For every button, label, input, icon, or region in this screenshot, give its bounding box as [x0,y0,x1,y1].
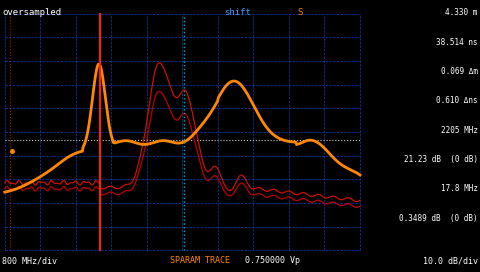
Text: SPARAM TRACE: SPARAM TRACE [170,256,230,265]
Text: 0.610 Δns: 0.610 Δns [436,96,478,105]
Text: 0.3489 dB  (0 dB): 0.3489 dB (0 dB) [399,214,478,223]
Text: 21.23 dB  (0 dB): 21.23 dB (0 dB) [404,155,478,164]
Text: 0.750000 Vp: 0.750000 Vp [245,256,300,265]
Text: 0.069 Δm: 0.069 Δm [441,67,478,76]
Text: 38.514 ns: 38.514 ns [436,38,478,47]
Text: 17.8 MHz: 17.8 MHz [441,184,478,193]
Text: shift: shift [224,8,251,17]
Text: 10.0 dB/div: 10.0 dB/div [422,256,478,265]
Text: 800 MHz/div: 800 MHz/div [2,256,58,265]
Text: S: S [297,8,303,17]
Text: 4.330 m: 4.330 m [445,8,478,17]
Text: 2205 MHz: 2205 MHz [441,126,478,135]
Text: oversampled: oversampled [2,8,61,17]
